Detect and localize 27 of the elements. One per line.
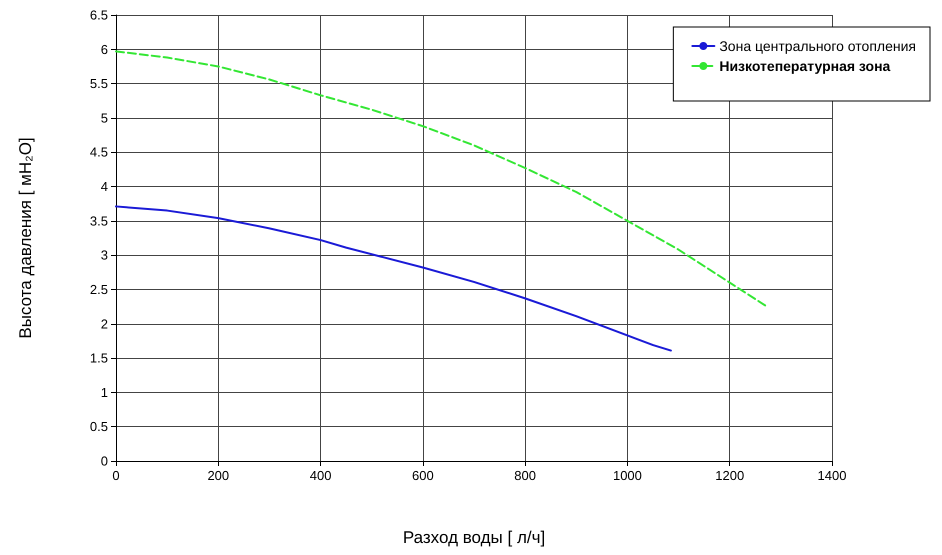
y-tick-label: 3.5 [90, 213, 108, 228]
x-tick-label: 1000 [612, 468, 642, 483]
y-tick-label: 3 [100, 248, 108, 263]
y-tick-label: 4 [100, 179, 108, 194]
y-tick-label: 6.5 [90, 8, 108, 22]
legend-label: Низкотепературная зона [719, 58, 891, 74]
x-tick-label: 800 [514, 468, 536, 483]
x-tick-label: 200 [207, 468, 230, 483]
x-tick-label: 0 [112, 468, 120, 483]
x-axis-title: Разход воды [ л/ч] [402, 528, 546, 547]
y-tick-label: 2.5 [90, 282, 108, 297]
x-tick-label: 1400 [818, 468, 846, 483]
y-tick-label: 5 [100, 110, 108, 126]
y-axis-title: Высота давления [ мН₂О] [16, 137, 35, 339]
y-tick-label: 1.5 [90, 350, 108, 366]
y-tick-label: 6 [100, 42, 108, 57]
legend-label: Зона центрального отопления [719, 38, 916, 54]
y-tick-label: 5.5 [90, 76, 108, 92]
y-tick-label: 0.5 [90, 419, 108, 434]
line-series [115, 205, 672, 352]
y-tick-label: 4.5 [90, 144, 108, 160]
x-tick-label: 1200 [715, 468, 744, 483]
y-tick-label: 1 [100, 384, 108, 400]
x-tick-label: 400 [310, 468, 332, 483]
x-tick-label: 600 [412, 468, 434, 483]
y-tick-label: 2 [100, 316, 108, 332]
y-tick-label: 0 [100, 454, 108, 468]
